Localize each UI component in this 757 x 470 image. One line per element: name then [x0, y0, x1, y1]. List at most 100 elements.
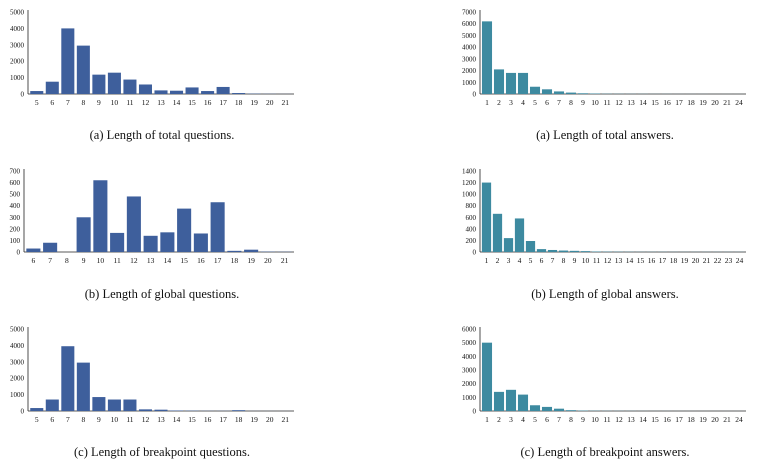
total-questions-bar: [61, 28, 74, 94]
total-questions-xtick-label: 21: [281, 98, 289, 107]
breakpoint-answers-xtick-label: 21: [723, 415, 731, 424]
total-answers-bar: [566, 93, 576, 94]
total-questions-bar: [170, 91, 183, 94]
breakpoint-questions-bar: [232, 410, 245, 411]
global-answers-bar: [581, 251, 590, 252]
global-answers-xtick-label: 20: [692, 256, 700, 265]
breakpoint-questions-xtick-label: 9: [97, 415, 101, 424]
breakpoint-questions-bar: [30, 408, 43, 411]
breakpoint-answers-ytick-label: 0: [473, 408, 477, 416]
breakpoint-questions-ytick-label: 2000: [10, 375, 25, 383]
total-answers-xtick-label: 19: [699, 98, 707, 107]
breakpoint-questions-ytick-label: 0: [21, 408, 25, 416]
total-questions-xtick-label: 15: [188, 98, 196, 107]
breakpoint-answers-xtick-label: 2: [497, 415, 501, 424]
breakpoint-answers-xtick-label: 6: [545, 415, 549, 424]
breakpoint-questions-xtick-label: 19: [250, 415, 258, 424]
breakpoint-answers-xtick-label: 14: [639, 415, 647, 424]
breakpoint-questions-xtick-label: 12: [142, 415, 150, 424]
total-answers-ytick-label: 3000: [462, 55, 477, 63]
breakpoint-questions-xtick-label: 5: [35, 415, 39, 424]
total-questions-bar: [139, 84, 152, 94]
global-answers-xtick-label: 13: [615, 256, 623, 265]
total-answers-ytick-label: 5000: [462, 32, 477, 40]
breakpoint-answers-bar: [554, 409, 564, 411]
total-answers-xtick-label: 7: [557, 98, 561, 107]
breakpoint-answers-ytick-label: 2000: [462, 380, 477, 388]
breakpoint-questions-bar: [108, 400, 121, 411]
global-answers-ytick-label: 400: [466, 225, 477, 233]
breakpoint-answers-xtick-label: 12: [615, 415, 623, 424]
breakpoint-questions-xtick-label: 16: [204, 415, 212, 424]
total-answers-bar: [530, 87, 540, 94]
global-answers-ytick-label: 1200: [462, 179, 477, 187]
global-answers-ytick-label: 800: [466, 202, 477, 210]
total-questions-bar: [108, 73, 121, 94]
global-questions-bar: [127, 196, 141, 252]
total-questions-bar: [232, 93, 245, 94]
breakpoint-questions-ytick-label: 3000: [10, 358, 25, 366]
global-questions-xtick-label: 15: [180, 256, 188, 265]
global-questions-ytick-label: 100: [10, 237, 21, 245]
total-questions-ytick-label: 0: [21, 91, 25, 99]
total-questions-xtick-label: 18: [235, 98, 243, 107]
total-answers-xtick-label: 11: [603, 98, 610, 107]
breakpoint-questions-xtick-label: 18: [235, 415, 243, 424]
global-questions-bar: [43, 243, 57, 252]
global-questions-ytick-label: 300: [10, 214, 21, 222]
total-questions-bar: [201, 91, 214, 94]
breakpoint-answers-xtick-label: 19: [699, 415, 707, 424]
total-answers-ytick-label: 7000: [462, 9, 477, 17]
global-questions-xtick-label: 19: [247, 256, 255, 265]
total-answers-ytick-label: 0: [473, 91, 477, 99]
breakpoint-answers-xtick-label: 11: [603, 415, 610, 424]
global-answers-bar: [504, 238, 513, 252]
global-questions-ytick-label: 0: [17, 249, 21, 257]
global-questions-xtick-label: 12: [130, 256, 138, 265]
global-answers-xtick-label: 5: [529, 256, 533, 265]
total-answers-xtick-label: 13: [627, 98, 635, 107]
global-questions-ytick-label: 700: [10, 168, 21, 176]
global-answers-ytick-label: 0: [473, 249, 477, 257]
total-answers-xtick-label: 5: [533, 98, 537, 107]
global-questions-ytick-label: 600: [10, 179, 21, 187]
global-answers-xtick-label: 3: [507, 256, 511, 265]
total-questions-xtick-label: 16: [204, 98, 212, 107]
breakpoint-questions-bar: [139, 409, 152, 411]
total-answers-ytick-label: 1000: [462, 79, 477, 87]
global-answers-xtick-label: 15: [637, 256, 645, 265]
total-answers-ytick-label: 4000: [462, 44, 477, 52]
breakpoint-answers-ytick-label: 5000: [462, 339, 477, 347]
global-questions-ytick-label: 400: [10, 202, 21, 210]
total-answers-xtick-label: 12: [615, 98, 623, 107]
total-answers-xtick-label: 4: [521, 98, 525, 107]
breakpoint-answers-xtick-label: 4: [521, 415, 525, 424]
global-questions-xtick-label: 11: [114, 256, 121, 265]
global-questions-bar: [244, 250, 258, 252]
breakpoint-answers-ytick-label: 6000: [462, 326, 477, 334]
breakpoint-questions-xtick-label: 11: [126, 415, 133, 424]
global-answers-xtick-label: 17: [659, 256, 667, 265]
global-answers-xtick-label: 8: [562, 256, 566, 265]
breakpoint-answers-bar: [530, 405, 540, 411]
global-answers-bar: [493, 214, 502, 252]
total-answers-xtick-label: 16: [663, 98, 671, 107]
total-answers-xtick-label: 20: [711, 98, 719, 107]
breakpoint-questions-bar: [92, 397, 105, 411]
total-questions-bar: [46, 82, 59, 94]
global-questions-xtick-label: 9: [82, 256, 86, 265]
breakpoint-answers-xtick-label: 9: [581, 415, 585, 424]
total-questions-xtick-label: 10: [111, 98, 119, 107]
total-answers-xtick-label: 17: [675, 98, 683, 107]
global-answers-xtick-label: 18: [670, 256, 678, 265]
breakpoint-answers-xtick-label: 24: [735, 415, 743, 424]
total-answers-bar: [578, 93, 588, 94]
total-questions-xtick-label: 13: [157, 98, 165, 107]
breakpoint-questions-bar: [77, 363, 90, 411]
global-answers-xtick-label: 4: [518, 256, 522, 265]
total-answers-xtick-label: 18: [687, 98, 695, 107]
total-questions-ytick-label: 3000: [10, 41, 25, 49]
global-answers-xtick-label: 10: [582, 256, 590, 265]
total-answers-bar: [506, 73, 516, 94]
